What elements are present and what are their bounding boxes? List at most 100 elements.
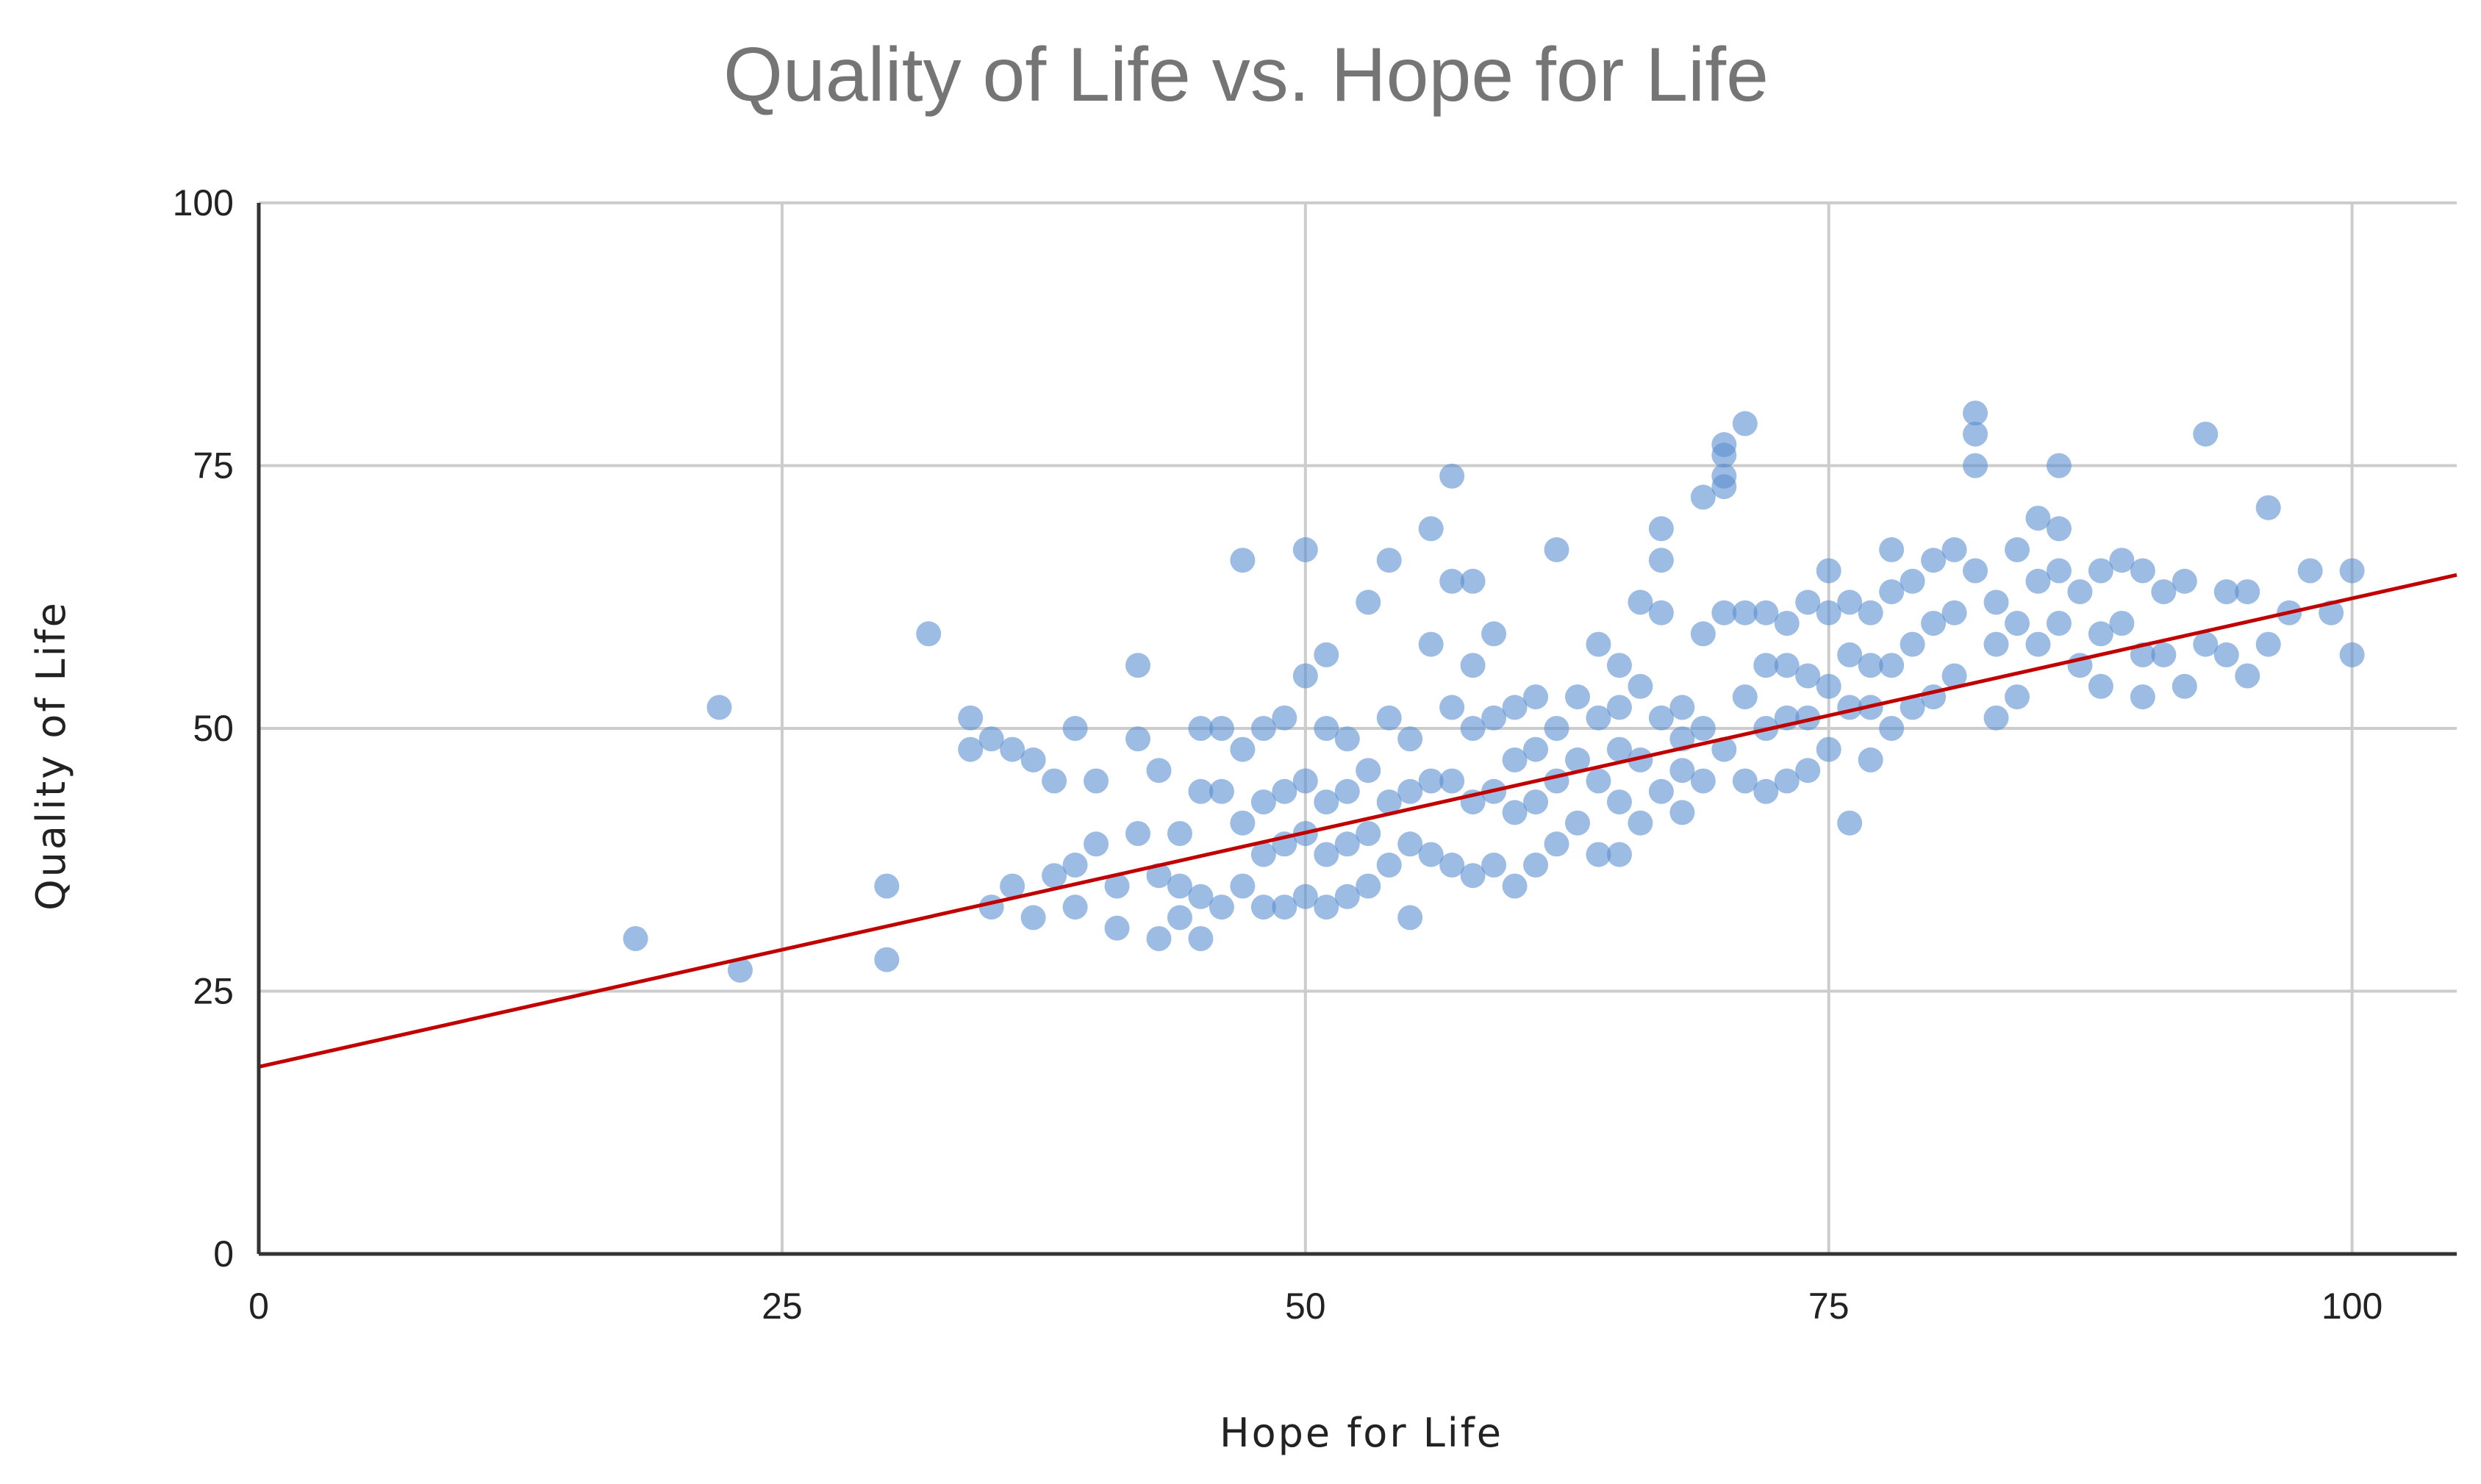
data-point — [1900, 631, 1925, 657]
data-point — [1837, 589, 1863, 615]
data-point — [1523, 852, 1549, 878]
data-point — [1481, 852, 1507, 878]
data-point — [1334, 778, 1360, 804]
y-tick-label: 25 — [193, 971, 234, 1012]
data-point — [2235, 663, 2260, 689]
data-point — [1502, 800, 1528, 825]
x-tick-label: 0 — [248, 1286, 269, 1327]
data-point — [1272, 778, 1297, 804]
data-point — [1711, 474, 1737, 500]
data-point — [1963, 558, 1988, 584]
data-point — [1690, 716, 1716, 741]
data-point — [1523, 736, 1549, 762]
data-point — [1941, 537, 1967, 562]
data-point — [1314, 716, 1339, 741]
data-point — [1167, 821, 1192, 846]
data-point — [2025, 568, 2051, 594]
data-point — [2151, 642, 2177, 667]
data-point — [1502, 747, 1528, 773]
data-point — [1586, 842, 1611, 867]
data-point — [1000, 736, 1025, 762]
data-point — [1397, 831, 1423, 857]
data-point — [1711, 736, 1737, 762]
y-tick-label: 50 — [193, 708, 234, 749]
data-point — [1606, 736, 1632, 762]
data-point — [1648, 548, 1674, 573]
data-point — [1146, 758, 1172, 784]
data-point — [1565, 684, 1590, 710]
data-point — [1711, 600, 1737, 625]
data-point — [1376, 548, 1402, 573]
data-point — [1250, 716, 1276, 741]
data-point — [1816, 600, 1841, 625]
data-point — [1292, 768, 1318, 794]
data-point — [1188, 716, 1214, 741]
data-point — [1502, 695, 1528, 720]
data-points — [623, 401, 2365, 983]
data-point — [1356, 589, 1381, 615]
data-point — [1272, 705, 1297, 731]
data-point — [1795, 663, 1821, 689]
data-point — [1188, 883, 1214, 909]
data-point — [1544, 537, 1569, 562]
data-point — [1292, 883, 1318, 909]
data-point — [1439, 463, 1465, 489]
data-point — [1753, 600, 1779, 625]
data-point — [1062, 716, 1088, 741]
data-point — [1816, 736, 1841, 762]
data-point — [1418, 842, 1444, 867]
data-point — [1418, 631, 1444, 657]
data-point — [1544, 716, 1569, 741]
data-point — [1606, 653, 1632, 678]
data-point — [1397, 726, 1423, 752]
data-point — [1648, 705, 1674, 731]
data-point — [1963, 401, 1988, 426]
data-point — [1334, 726, 1360, 752]
data-point — [1397, 905, 1423, 931]
data-point — [1879, 537, 1905, 562]
data-point — [1188, 926, 1214, 951]
data-point — [2255, 631, 2281, 657]
data-point — [2339, 558, 2365, 584]
data-point — [2255, 495, 2281, 520]
data-point — [1481, 705, 1507, 731]
data-point — [1146, 926, 1172, 951]
data-point — [1376, 705, 1402, 731]
data-point — [1837, 642, 1863, 667]
data-point — [2088, 673, 2113, 699]
data-point — [1356, 873, 1381, 899]
data-point — [2109, 611, 2135, 636]
data-point — [2046, 611, 2072, 636]
data-point — [1167, 873, 1192, 899]
data-point — [1795, 758, 1821, 784]
data-point — [1669, 695, 1695, 720]
data-point — [1586, 631, 1611, 657]
data-point — [1963, 421, 1988, 447]
data-point — [1648, 600, 1674, 625]
data-point — [1921, 684, 1947, 710]
data-point — [1250, 895, 1276, 920]
data-point — [1732, 411, 1758, 437]
data-point — [874, 947, 900, 972]
data-point — [1523, 684, 1549, 710]
x-tick-label: 25 — [762, 1286, 803, 1327]
data-point — [706, 695, 732, 720]
data-point — [1523, 789, 1549, 815]
x-tick-label: 50 — [1285, 1286, 1326, 1327]
data-point — [2025, 631, 2051, 657]
data-point — [1314, 895, 1339, 920]
data-point — [1879, 579, 1905, 605]
data-point — [1879, 716, 1905, 741]
data-point — [2088, 621, 2113, 647]
data-point — [1795, 705, 1821, 731]
data-point — [1230, 548, 1256, 573]
data-point — [1209, 716, 1234, 741]
data-point — [2235, 579, 2260, 605]
data-point — [1816, 558, 1841, 584]
data-point — [1292, 663, 1318, 689]
data-point — [1628, 747, 1653, 773]
data-point — [1334, 831, 1360, 857]
data-point — [1690, 484, 1716, 510]
data-point — [978, 726, 1004, 752]
